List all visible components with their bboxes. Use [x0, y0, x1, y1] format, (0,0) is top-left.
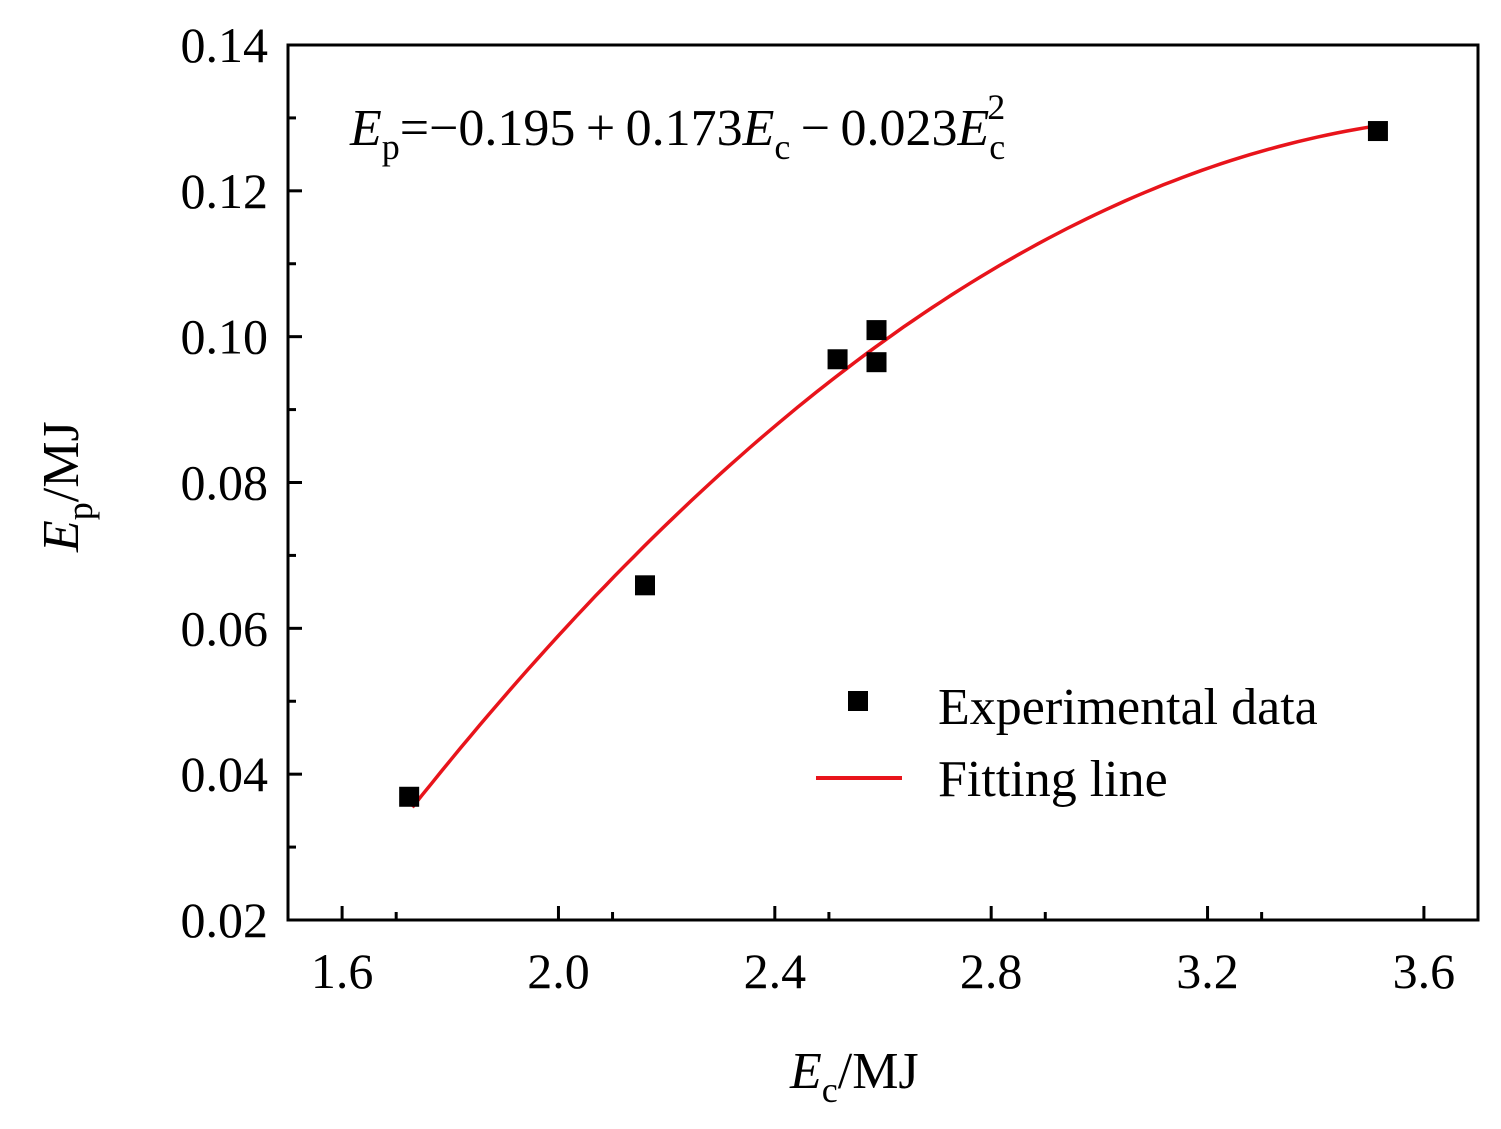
data-point: [635, 575, 655, 596]
x-tick-label: 2.4: [744, 943, 807, 999]
y-axis-label: Ep/MJ: [33, 421, 100, 553]
x-axis-label: Ec/MJ: [789, 1043, 919, 1110]
data-point: [399, 786, 420, 807]
y-tick-label: 0.10: [181, 309, 269, 365]
legend-label-fitting: Fitting line: [938, 751, 1168, 808]
legend-label-experimental: Experimental data: [938, 679, 1318, 736]
legend: Experimental data Fitting line: [816, 679, 1318, 808]
axis-ticks: 1.6 2.0 2.4 2.8 3.2 3.6 0.02 0.04 0.06 0.08 0.10 0.…: [181, 17, 1456, 999]
data-point: [827, 349, 848, 370]
fit-line-layer: [411, 124, 1376, 809]
x-tick-label: 1.6: [311, 943, 374, 999]
y-tick-label: 0.06: [181, 600, 269, 656]
x-tick-label: 2.0: [527, 943, 590, 999]
y-tick-label: 0.08: [181, 455, 269, 511]
plot-frame: [286, 43, 1480, 922]
fitting-line: [411, 124, 1376, 809]
y-tick-label: 0.04: [181, 746, 269, 802]
data-point: [866, 352, 887, 373]
legend-marker-experimental: [848, 691, 868, 711]
x-tick-label: 2.8: [960, 943, 1023, 999]
y-tick-label: 0.02: [181, 892, 269, 948]
data-point: [1367, 121, 1388, 142]
data-points-layer: [399, 121, 1388, 807]
x-tick-label: 3.2: [1176, 943, 1239, 999]
y-tick-label: 0.12: [181, 163, 269, 219]
data-point: [866, 320, 887, 341]
equation-annotation: Ep=−0.195 + 0.173Ec − 0.023Ec2: [349, 87, 1005, 167]
y-tick-label: 0.14: [181, 17, 269, 73]
x-tick-label: 3.6: [1393, 943, 1456, 999]
